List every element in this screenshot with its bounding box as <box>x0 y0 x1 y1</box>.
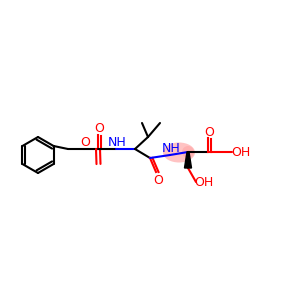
Polygon shape <box>184 152 191 168</box>
Text: OH: OH <box>231 146 250 158</box>
Text: O: O <box>153 173 163 187</box>
Text: OH: OH <box>194 176 214 188</box>
Ellipse shape <box>163 142 195 163</box>
Text: NH: NH <box>162 142 180 154</box>
Text: O: O <box>80 136 90 148</box>
Text: O: O <box>204 125 214 139</box>
Ellipse shape <box>182 146 194 158</box>
Text: O: O <box>94 122 104 136</box>
Text: NH: NH <box>108 136 126 148</box>
